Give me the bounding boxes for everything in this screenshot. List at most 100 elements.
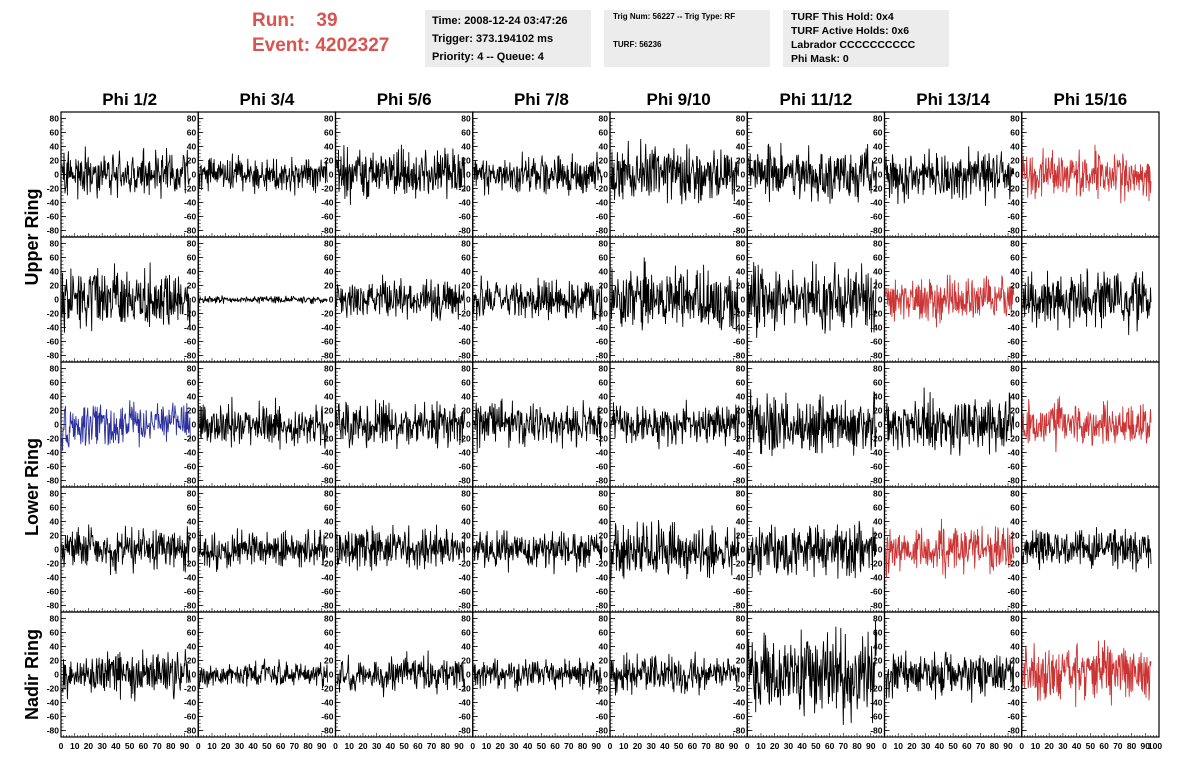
y-tick-label: -80 <box>184 351 197 361</box>
y-tick-label: -20 <box>1007 559 1020 569</box>
y-tick-label: 20 <box>187 156 197 166</box>
priority-text: Priority: 4 -- Queue: 4 <box>432 51 544 63</box>
y-tick-label: -80 <box>458 726 471 736</box>
run-event-block: Run: 39 Event: 4202327 <box>252 8 389 58</box>
y-tick-label: 80 <box>50 364 60 374</box>
y-tick-label: -60 <box>1007 212 1020 222</box>
y-tick-label: -80 <box>321 726 334 736</box>
panel-r3-c3: 80 60 40 20 0 -20 -40 -60 -80 <box>321 361 474 488</box>
x-tick-label: 20 <box>907 741 917 751</box>
waveform-trace <box>473 657 603 695</box>
y-tick-label: -20 <box>870 559 883 569</box>
y-tick-label: -80 <box>596 476 609 486</box>
y-tick-label: -20 <box>596 559 609 569</box>
y-tick-label: -60 <box>458 712 471 722</box>
x-tick-label: 60 <box>550 741 560 751</box>
y-tick-label: -60 <box>458 212 471 222</box>
y-tick-label: 80 <box>873 114 883 124</box>
y-tick-label: 80 <box>1010 239 1020 249</box>
x-tick-label: 60 <box>139 741 149 751</box>
y-tick-label: 60 <box>187 378 197 388</box>
y-tick-label: -80 <box>184 601 197 611</box>
y-tick-label: 20 <box>599 406 609 416</box>
panel-r2-c4: 80 60 40 20 0 -20 -40 -60 -80 <box>458 236 611 363</box>
y-tick-label: 20 <box>873 156 883 166</box>
y-tick-label: -80 <box>1007 476 1020 486</box>
y-tick-label: -60 <box>733 712 746 722</box>
y-tick-label: -80 <box>596 226 609 236</box>
trig-info-box: Trig Num: 56227 -- Trig Type: RF TURF: 5… <box>604 10 770 67</box>
y-tick-label: 60 <box>599 628 609 638</box>
panel-r1-c6: 80 60 40 20 0 -20 -40 -60 -80 <box>733 111 886 238</box>
waveform-trace <box>61 146 191 200</box>
y-tick-label: 0 <box>603 545 608 555</box>
phi-mask-text: Phi Mask: 0 <box>791 53 849 65</box>
waveform-trace <box>610 519 740 580</box>
y-tick-label: -80 <box>1007 351 1020 361</box>
y-tick-label: 0 <box>1015 170 1020 180</box>
y-tick-label: 60 <box>736 503 746 513</box>
y-tick-label: 80 <box>50 614 60 624</box>
y-tick-label: 20 <box>873 656 883 666</box>
y-tick-label: -80 <box>47 476 60 486</box>
y-tick-label: 60 <box>873 253 883 263</box>
y-tick-label: -80 <box>1007 726 1020 736</box>
waveform-trace <box>336 650 466 698</box>
y-tick-label: -80 <box>47 226 60 236</box>
ring-label-2: Lower Ring <box>22 438 42 536</box>
panel-r4-c4: 80 60 40 20 0 -20 -40 -60 -80 <box>458 486 611 613</box>
y-tick-label: 40 <box>461 517 471 527</box>
x-tick-label: 0 <box>59 741 64 751</box>
column-header-5: Phi 9/10 <box>646 90 710 109</box>
waveform-trace <box>747 620 877 726</box>
y-tick-label: -40 <box>458 198 471 208</box>
y-tick-label: 20 <box>873 406 883 416</box>
y-tick-label: 80 <box>324 614 334 624</box>
y-tick-label: -20 <box>733 559 746 569</box>
waveform-trace <box>198 295 328 305</box>
y-tick-label: 0 <box>1015 295 1020 305</box>
x-tick-label: 90 <box>454 741 464 751</box>
y-tick-label: 0 <box>741 545 746 555</box>
y-tick-label: 0 <box>192 170 197 180</box>
x-tick-label: 50 <box>537 741 547 751</box>
x-tick-label: 90 <box>729 741 739 751</box>
panel-r4-c2: 80 60 40 20 0 -20 -40 -60 -80 <box>184 486 337 613</box>
y-tick-label: -80 <box>458 601 471 611</box>
waveform-trace <box>336 399 466 450</box>
y-tick-label: -80 <box>870 726 883 736</box>
panel-r1-c1: 80 60 40 20 0 -20 -40 -60 -80 <box>47 111 199 238</box>
y-tick-label: 80 <box>461 239 471 249</box>
x-tick-label: 60 <box>1099 741 1109 751</box>
y-tick-label: -80 <box>596 601 609 611</box>
x-tick-label: 30 <box>784 741 794 751</box>
y-tick-label: -60 <box>184 337 197 347</box>
x-tick-label: 80 <box>990 741 1000 751</box>
ring-label-3: Nadir Ring <box>22 629 42 720</box>
x-tick-label: 30 <box>921 741 931 751</box>
y-tick-label: 40 <box>324 267 334 277</box>
y-tick-label: 80 <box>187 364 197 374</box>
x-tick-label: 10 <box>893 741 903 751</box>
y-tick-label: -60 <box>596 462 609 472</box>
x-tick-label: 30 <box>646 741 656 751</box>
y-tick-label: -40 <box>733 448 746 458</box>
waveform-trace <box>198 528 328 572</box>
y-tick-label: 0 <box>466 545 471 555</box>
y-tick-label: 0 <box>54 170 59 180</box>
waveform-trace <box>61 262 191 333</box>
column-header-2: Phi 3/4 <box>239 90 294 109</box>
y-tick-label: -60 <box>596 587 609 597</box>
run-line: Run: 39 <box>252 8 389 33</box>
event-line: Event: 4202327 <box>252 33 389 58</box>
y-tick-label: -20 <box>733 434 746 444</box>
x-tick-label: 10 <box>756 741 766 751</box>
y-tick-label: -40 <box>733 323 746 333</box>
y-tick-label: -40 <box>321 198 334 208</box>
x-tick-label: 10 <box>70 741 80 751</box>
panel-r4-c5: 80 60 40 20 0 -20 -40 -60 -80 <box>596 486 748 613</box>
y-tick-label: 40 <box>736 267 746 277</box>
y-tick-label: 60 <box>50 378 60 388</box>
waveform-trace <box>610 651 740 696</box>
y-tick-label: 80 <box>873 614 883 624</box>
